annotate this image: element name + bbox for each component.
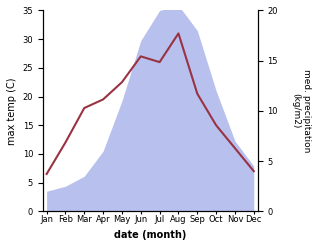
Y-axis label: max temp (C): max temp (C) <box>7 77 17 145</box>
Y-axis label: med. precipitation
(kg/m2): med. precipitation (kg/m2) <box>292 69 311 153</box>
X-axis label: date (month): date (month) <box>114 230 186 240</box>
